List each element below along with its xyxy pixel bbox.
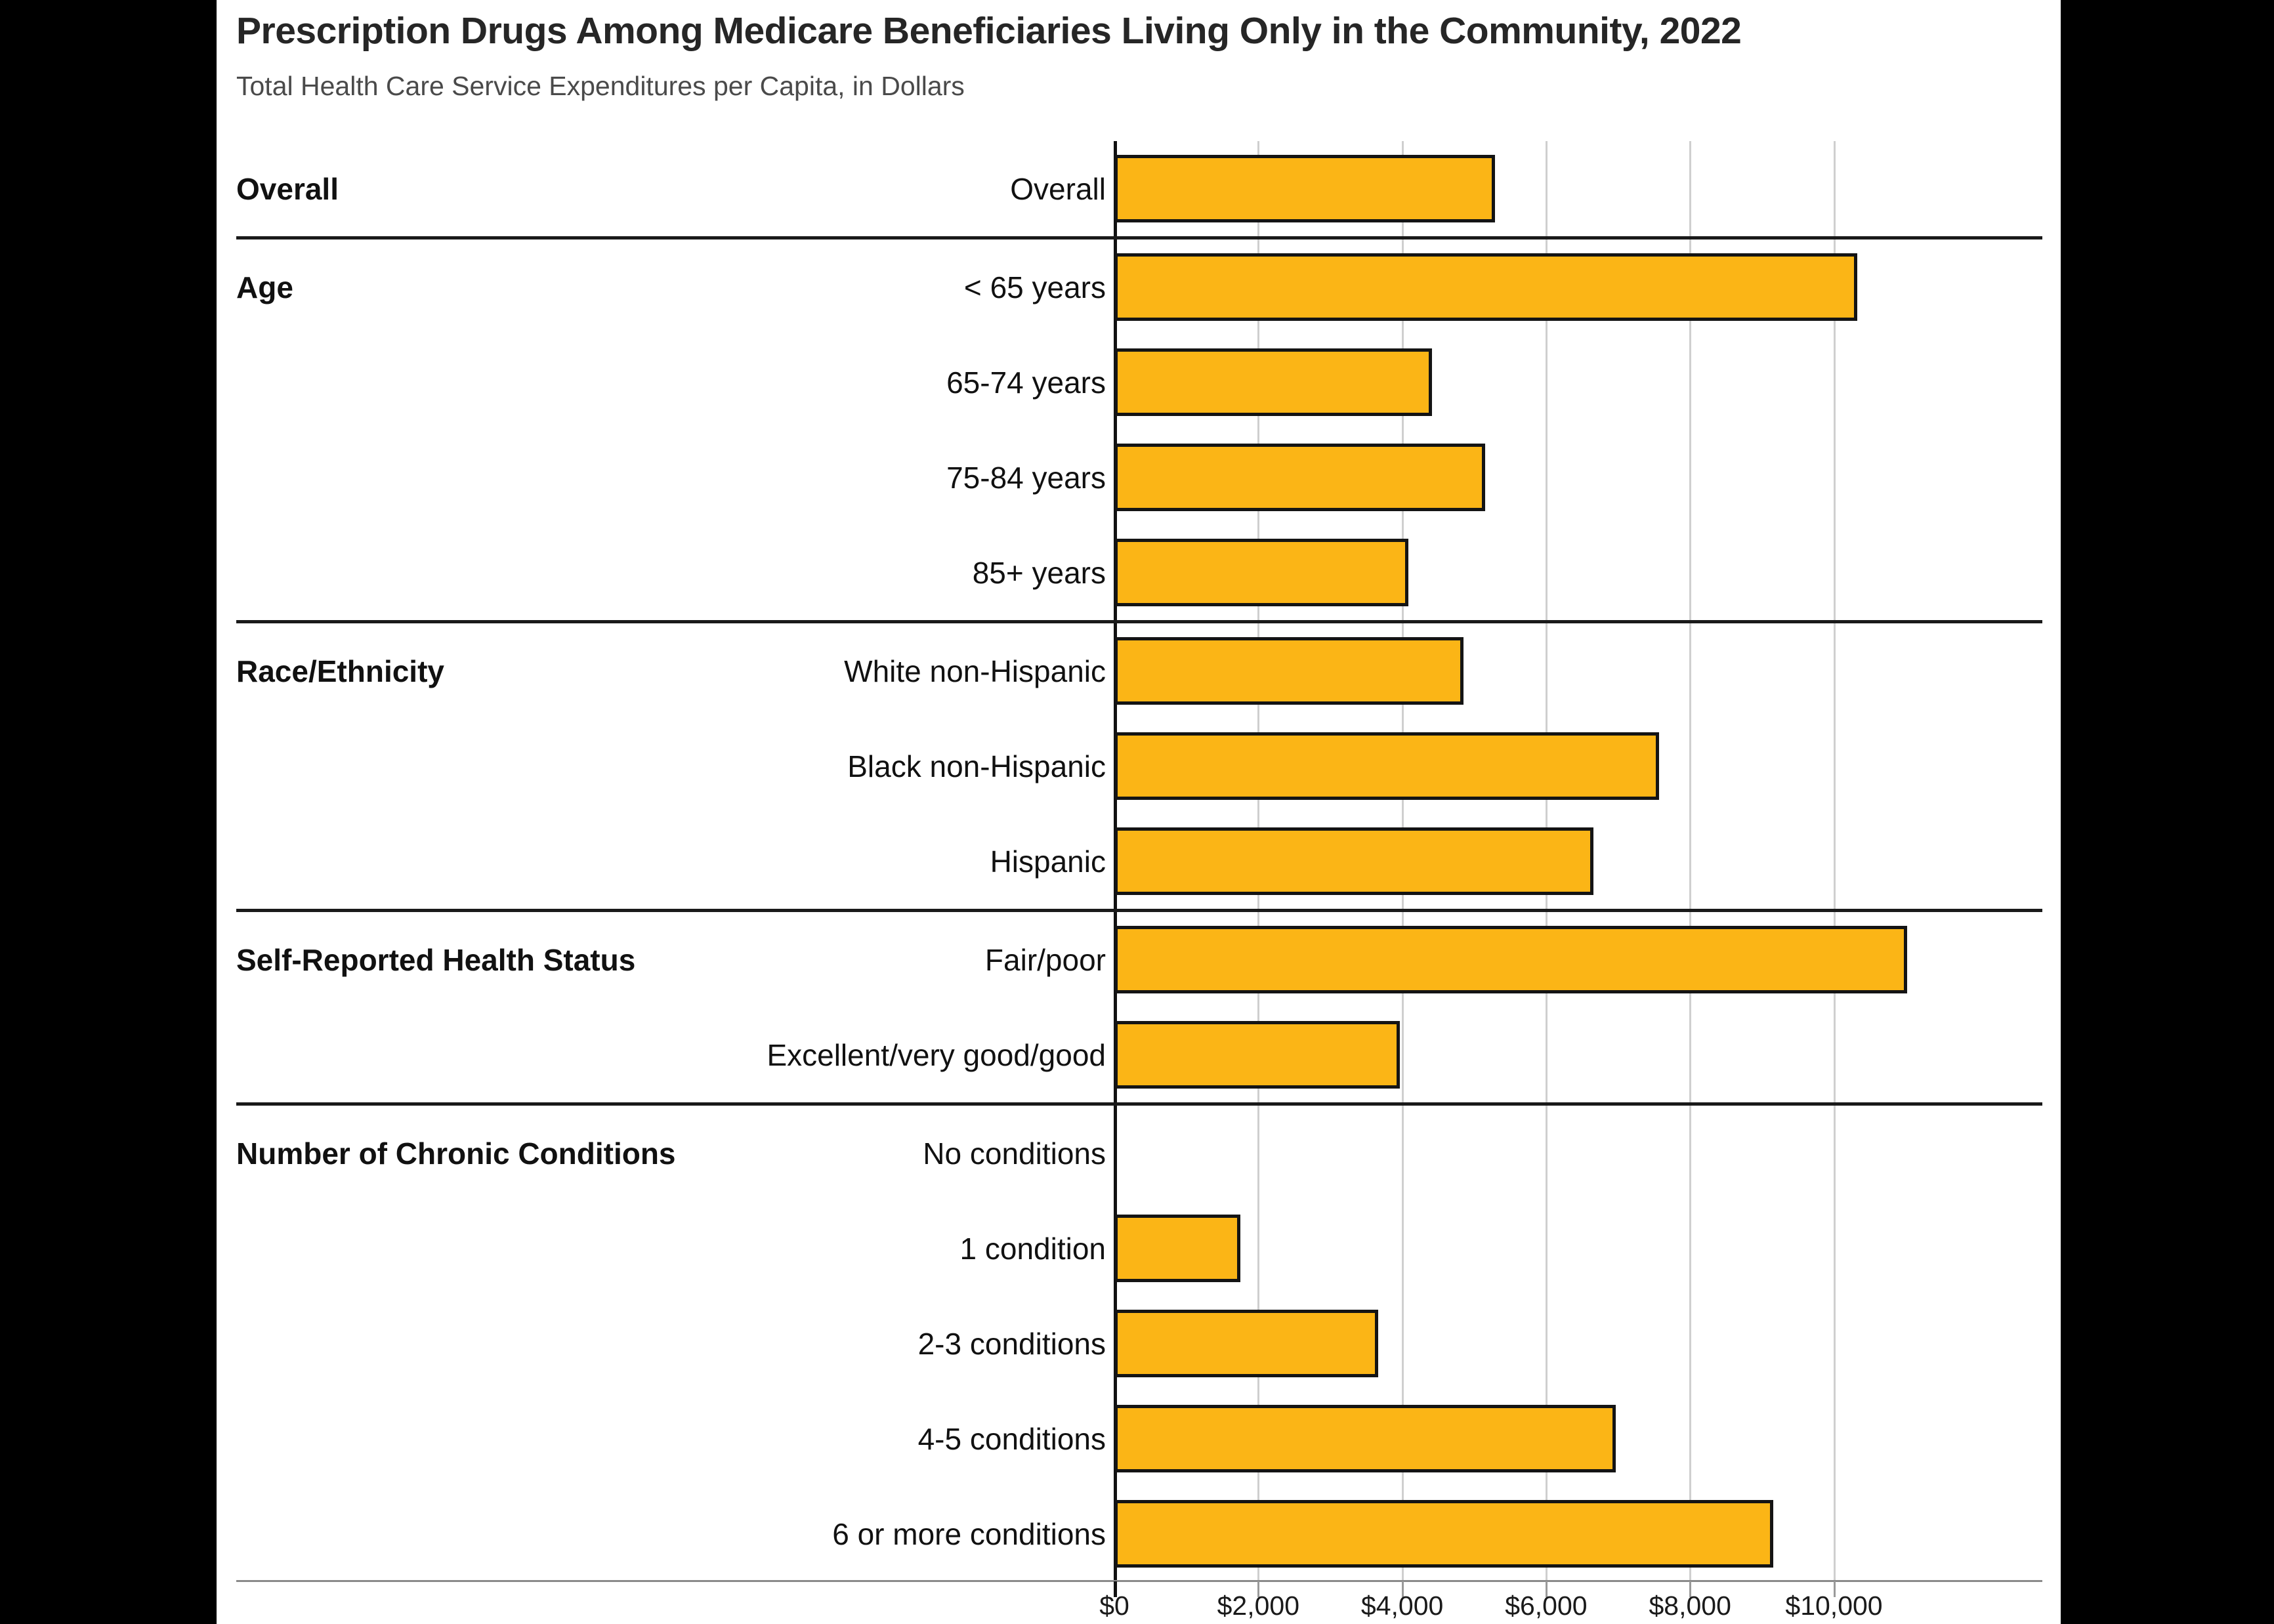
bar-hispanic: [1114, 827, 1593, 895]
chart-section: Number of Chronic Conditions No condition…: [236, 1102, 2042, 1581]
axis-tick-label: $8,000: [1649, 1591, 1731, 1621]
bar--65-years: [1114, 253, 1857, 321]
chart-row: 4-5 conditions: [236, 1391, 2042, 1486]
row-label: < 65 years: [963, 270, 1106, 304]
axis-tick-label: $4,000: [1360, 1591, 1444, 1621]
bar-4-5-conditions: [1114, 1405, 1616, 1472]
section-label: Age: [236, 270, 293, 304]
axis-tick: [1257, 1581, 1260, 1597]
bar-overall: [1114, 155, 1495, 222]
section-label: Race/Ethnicity: [236, 654, 444, 688]
bar-black-non-hispanic: [1114, 732, 1659, 800]
chart-row: White non-Hispanic: [236, 623, 2042, 718]
chart-row: Excellent/very good/good: [236, 1007, 2042, 1102]
row-label: 6 or more conditions: [832, 1516, 1106, 1551]
chart-row: Fair/poor: [236, 912, 2042, 1007]
row-label: No conditions: [923, 1136, 1106, 1171]
gridline: [1689, 141, 1692, 1581]
row-label: Excellent/very good/good: [767, 1037, 1106, 1072]
chart-row: Black non-Hispanic: [236, 718, 2042, 814]
axis-tick-label: $10,000: [1785, 1591, 1883, 1621]
bar-85-years: [1114, 539, 1408, 606]
chart-title: Prescription Drugs Among Medicare Benefi…: [236, 10, 1742, 52]
chart-row: Hispanic: [236, 814, 2042, 909]
row-label: 65-74 years: [946, 365, 1106, 400]
chart-row: 75-84 years: [236, 430, 2042, 525]
chart-row: 1 condition: [236, 1201, 2042, 1296]
row-label: Black non-Hispanic: [847, 749, 1106, 783]
bar-excellent-very-good-good: [1114, 1021, 1400, 1089]
chart-section: Overall Overall: [236, 141, 2042, 236]
axis-tick-label: $2,000: [1217, 1591, 1299, 1621]
right-letterbox: [2061, 0, 2274, 1624]
bar-fair-poor: [1114, 926, 1907, 993]
bar-chart-body: Overall Overall Age < 65 years 65-74 years 75…: [236, 141, 2042, 1581]
row-label: 2-3 conditions: [917, 1326, 1106, 1361]
row-label: Hispanic: [990, 844, 1106, 879]
x-axis-line: [236, 1580, 2042, 1582]
row-label: Fair/poor: [984, 942, 1106, 977]
axis-tick: [1545, 1581, 1548, 1597]
bar-white-non-hispanic: [1114, 637, 1463, 705]
axis-tick: [1114, 1581, 1117, 1597]
chart-section: Self-Reported Health Status Fair/poor Exce…: [236, 909, 2042, 1102]
section-label: Number of Chronic Conditions: [236, 1136, 676, 1171]
chart-row: 65-74 years: [236, 335, 2042, 430]
row-label: 85+ years: [972, 555, 1106, 590]
chart-row: < 65 years: [236, 239, 2042, 335]
row-label: 75-84 years: [946, 460, 1106, 495]
bar-75-84-years: [1114, 444, 1485, 511]
section-label: Overall: [236, 171, 339, 206]
chart-section: Race/Ethnicity White non-Hispanic Black no…: [236, 620, 2042, 909]
chart-subtitle: Total Health Care Service Expenditures p…: [236, 71, 965, 101]
chart-row: 2-3 conditions: [236, 1296, 2042, 1391]
axis-tick-label: $0: [1099, 1591, 1129, 1621]
bar-6-or-more-conditions: [1114, 1500, 1773, 1568]
chart-panel: Prescription Drugs Among Medicare Benefi…: [217, 0, 2061, 1624]
chart-row: 6 or more conditions: [236, 1486, 2042, 1581]
bar-65-74-years: [1114, 348, 1432, 416]
row-label: 4-5 conditions: [917, 1421, 1106, 1456]
axis-tick: [1689, 1581, 1692, 1597]
chart-row: No conditions: [236, 1106, 2042, 1201]
axis-tick-label: $6,000: [1505, 1591, 1588, 1621]
row-label: Overall: [1010, 171, 1106, 206]
axis-tick: [1401, 1581, 1404, 1597]
bar-2-3-conditions: [1114, 1310, 1378, 1377]
chart-section: Age < 65 years 65-74 years 75-84 years 85+ y…: [236, 236, 2042, 620]
bar-1-condition: [1114, 1215, 1240, 1282]
chart-row: 85+ years: [236, 525, 2042, 620]
axis-tick: [1833, 1581, 1836, 1597]
section-label: Self-Reported Health Status: [236, 942, 636, 977]
row-label: 1 condition: [959, 1231, 1106, 1266]
row-label: White non-Hispanic: [844, 654, 1106, 688]
left-letterbox: [0, 0, 217, 1624]
gridline: [1833, 141, 1836, 1581]
chart-row: Overall: [236, 141, 2042, 236]
